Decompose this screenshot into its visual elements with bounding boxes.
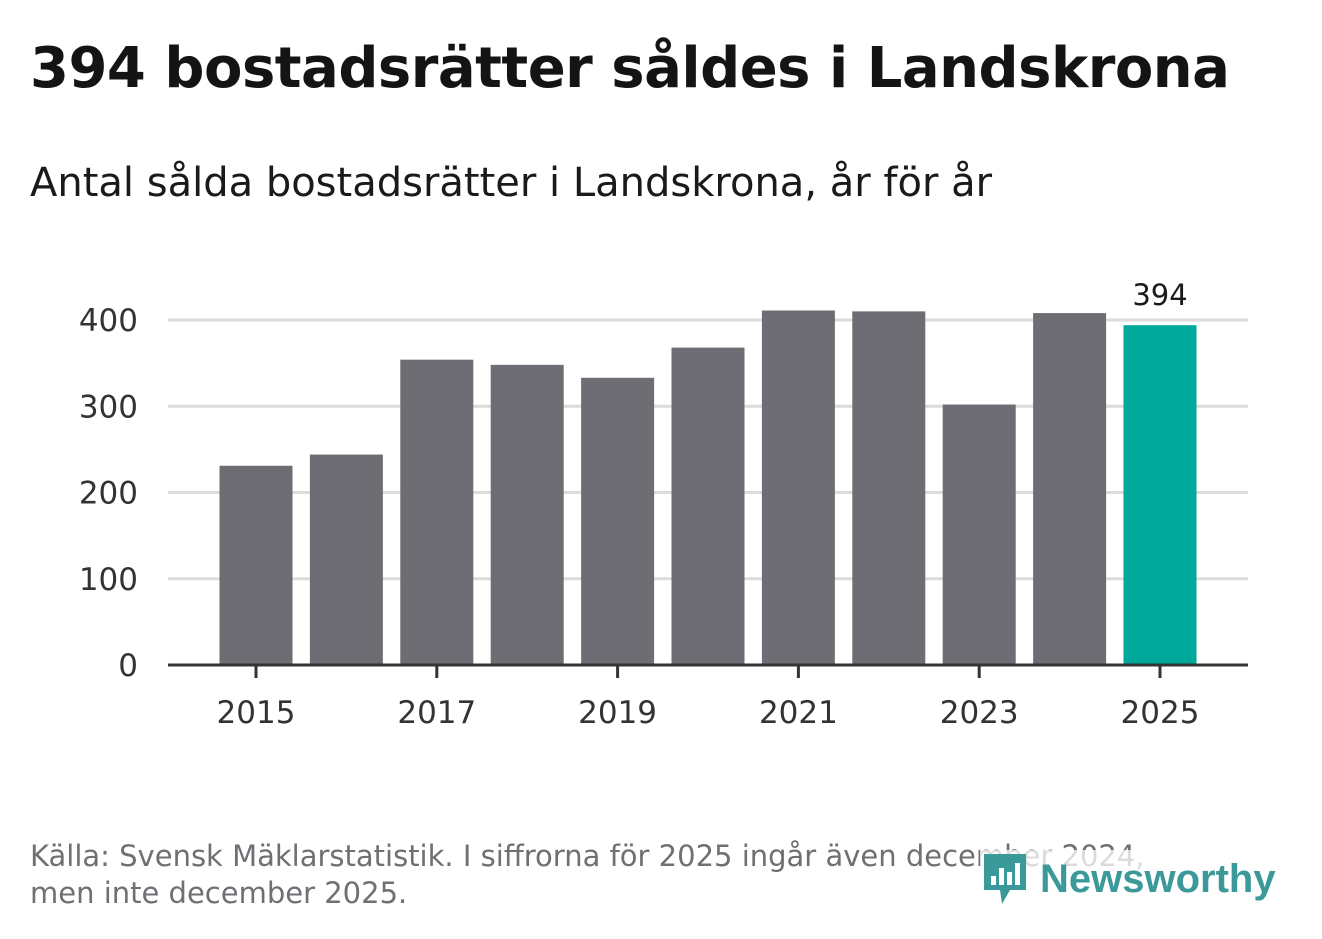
y-tick-label: 200 <box>79 476 138 512</box>
bar-chart: 0 100 200 300 400 2015 2017 2019 2021 2023 2025 3… <box>79 278 1248 731</box>
chart-subtitle: Antal sålda bostadsrätter i Landskrona, … <box>30 160 993 206</box>
bar-2022 <box>852 311 926 665</box>
newsworthy-logo: Newsworthy <box>980 850 1276 908</box>
bar-2025 <box>1123 325 1197 665</box>
bar-2017 <box>400 359 474 665</box>
bar-2023 <box>942 404 1016 665</box>
bar-2020 <box>671 347 745 665</box>
x-tick-label: 2021 <box>759 695 838 731</box>
highlight-value-label: 394 <box>1132 278 1187 312</box>
source-line-2: men inte december 2025. <box>30 876 408 910</box>
chart-speech-bubble-icon <box>984 854 1026 904</box>
bar-2019 <box>581 377 655 665</box>
source-note: Källa: Svensk Mäklarstatistik. I siffror… <box>30 838 1230 912</box>
y-axis-ticks: 0 100 200 300 400 <box>79 303 138 684</box>
bar-2016 <box>309 454 383 665</box>
bars <box>219 310 1197 665</box>
y-tick-label: 0 <box>118 648 138 684</box>
bar-2018 <box>490 364 564 665</box>
x-tick-label: 2023 <box>940 695 1019 731</box>
x-tick-label: 2019 <box>578 695 657 731</box>
x-axis-ticks: 2015 2017 2019 2021 2023 2025 <box>217 665 1200 731</box>
y-tick-label: 400 <box>79 303 138 339</box>
y-tick-label: 100 <box>79 562 138 598</box>
brand-name: Newsworthy <box>1040 856 1276 901</box>
bar-2015 <box>219 465 293 665</box>
bar-2024 <box>1033 313 1107 665</box>
y-tick-label: 300 <box>79 389 138 425</box>
chart-title: 394 bostadsrätter såldes i Landskrona <box>30 36 1230 101</box>
x-tick-label: 2015 <box>217 695 296 731</box>
x-tick-label: 2017 <box>397 695 476 731</box>
bar-2021 <box>761 310 835 665</box>
x-tick-label: 2025 <box>1121 695 1200 731</box>
source-line-1: Källa: Svensk Mäklarstatistik. I siffror… <box>30 839 1145 873</box>
